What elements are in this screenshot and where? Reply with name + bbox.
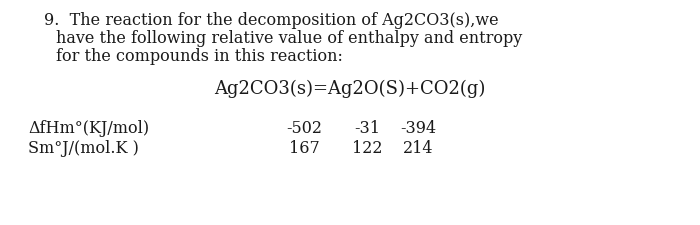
Text: Sm°J/(mol.K ): Sm°J/(mol.K ): [28, 139, 139, 156]
Text: have the following relative value of enthalpy and entropy: have the following relative value of ent…: [56, 30, 522, 47]
Text: -394: -394: [400, 119, 437, 136]
Text: for the compounds in this reaction:: for the compounds in this reaction:: [56, 48, 343, 65]
Text: 167: 167: [289, 139, 320, 156]
Text: 214: 214: [403, 139, 434, 156]
Text: 122: 122: [352, 139, 383, 156]
Text: 9.  The reaction for the decomposition of Ag2CO3(s),we: 9. The reaction for the decomposition of…: [44, 12, 498, 29]
Text: ΔfHm°(KJ/mol): ΔfHm°(KJ/mol): [28, 119, 149, 136]
Text: -31: -31: [354, 119, 381, 136]
Text: -502: -502: [286, 119, 323, 136]
Text: Ag2CO3(s)=Ag2O(S)+CO2(g): Ag2CO3(s)=Ag2O(S)+CO2(g): [214, 80, 486, 98]
